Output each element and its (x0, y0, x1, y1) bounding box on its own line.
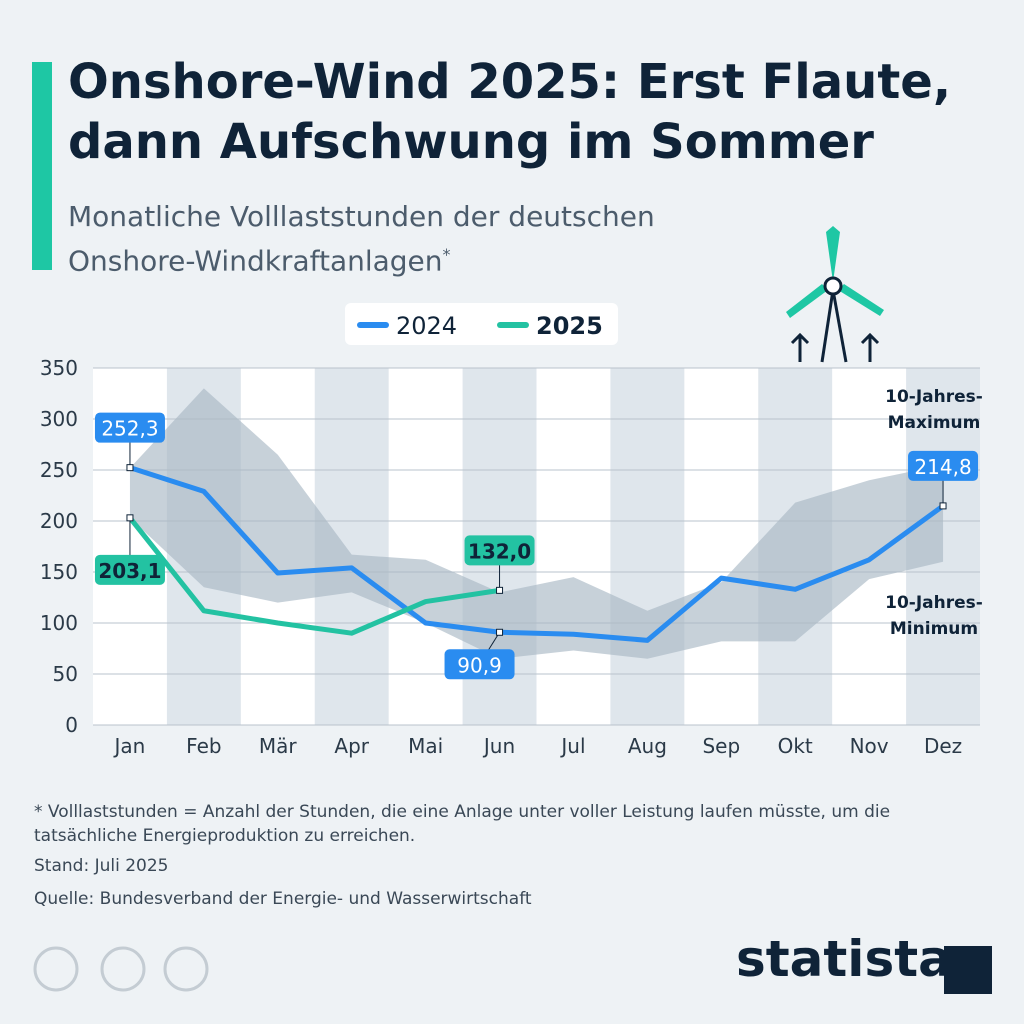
value-label: 252,3 (101, 417, 158, 441)
x-tick-label: Dez (924, 734, 962, 758)
x-tick-label: Jul (559, 734, 585, 758)
source: Quelle: Bundesverband der Energie- und W… (34, 889, 532, 909)
x-tick-label: Jun (482, 734, 515, 758)
series-line (128, 516, 500, 636)
legend-label: 2025 (536, 312, 603, 340)
footnote: * Volllaststunden = Anzahl der Stunden, … (34, 802, 891, 846)
value-label: 203,1 (98, 559, 161, 583)
range-label: 10-Jahres- (885, 387, 983, 407)
value-label-box (464, 535, 535, 566)
y-tick-label: 250 (40, 458, 78, 482)
x-tick-label: Aug (628, 734, 667, 758)
accent-bar (32, 62, 52, 270)
subtitle-marker: * (442, 245, 451, 264)
point-marker (126, 464, 134, 472)
y-tick-label: 50 (53, 662, 78, 686)
x-tick-label: Mai (408, 734, 443, 758)
license-icons (32, 944, 212, 998)
column-shade (610, 368, 685, 725)
wind-turbine-icon (786, 226, 884, 363)
brand: statista (736, 930, 952, 988)
value-label-box (94, 554, 165, 585)
series-line (129, 465, 945, 643)
y-tick-label: 150 (40, 560, 78, 584)
x-tick-label: Mär (259, 734, 298, 758)
x-tick-label: Jan (113, 734, 146, 758)
value-label: 90,9 (457, 653, 502, 677)
point-marker (496, 628, 504, 636)
x-tick-label: Apr (334, 734, 369, 758)
legend-box (345, 303, 618, 345)
title: Onshore-Wind 2025: Erst Flaute, dann Auf… (68, 54, 952, 170)
range-label: Maximum (888, 413, 981, 433)
y-tick-label: 350 (40, 356, 78, 380)
cc-icons (33, 946, 209, 992)
value-label: 132,0 (468, 539, 531, 563)
range-area (129, 388, 944, 659)
point-marker (126, 514, 134, 522)
legend-label: 2024 (396, 312, 457, 340)
value-label-box (444, 649, 515, 680)
range-label: Minimum (890, 619, 978, 639)
y-tick-label: 100 (40, 611, 78, 635)
value-label-box (908, 450, 979, 481)
subtitle: Monatliche Volllaststunden der deutschen… (68, 198, 768, 280)
subtitle-text: Monatliche Volllaststunden der deutschen… (68, 200, 655, 278)
value-label: 214,8 (914, 455, 971, 479)
date: Stand: Juli 2025 (34, 856, 169, 876)
y-tick-label: 300 (40, 407, 78, 431)
brand-mark (944, 946, 992, 994)
y-tick-label: 200 (40, 509, 78, 533)
range-label: 10-Jahres- (885, 593, 983, 613)
x-tick-label: Okt (778, 734, 813, 758)
x-tick-label: Sep (702, 734, 740, 758)
point-marker (496, 586, 504, 594)
y-tick-label: 0 (65, 713, 78, 737)
x-tick-label: Feb (186, 734, 221, 758)
x-tick-label: Nov (850, 734, 889, 758)
value-label-box (94, 412, 165, 443)
point-marker (939, 502, 947, 510)
